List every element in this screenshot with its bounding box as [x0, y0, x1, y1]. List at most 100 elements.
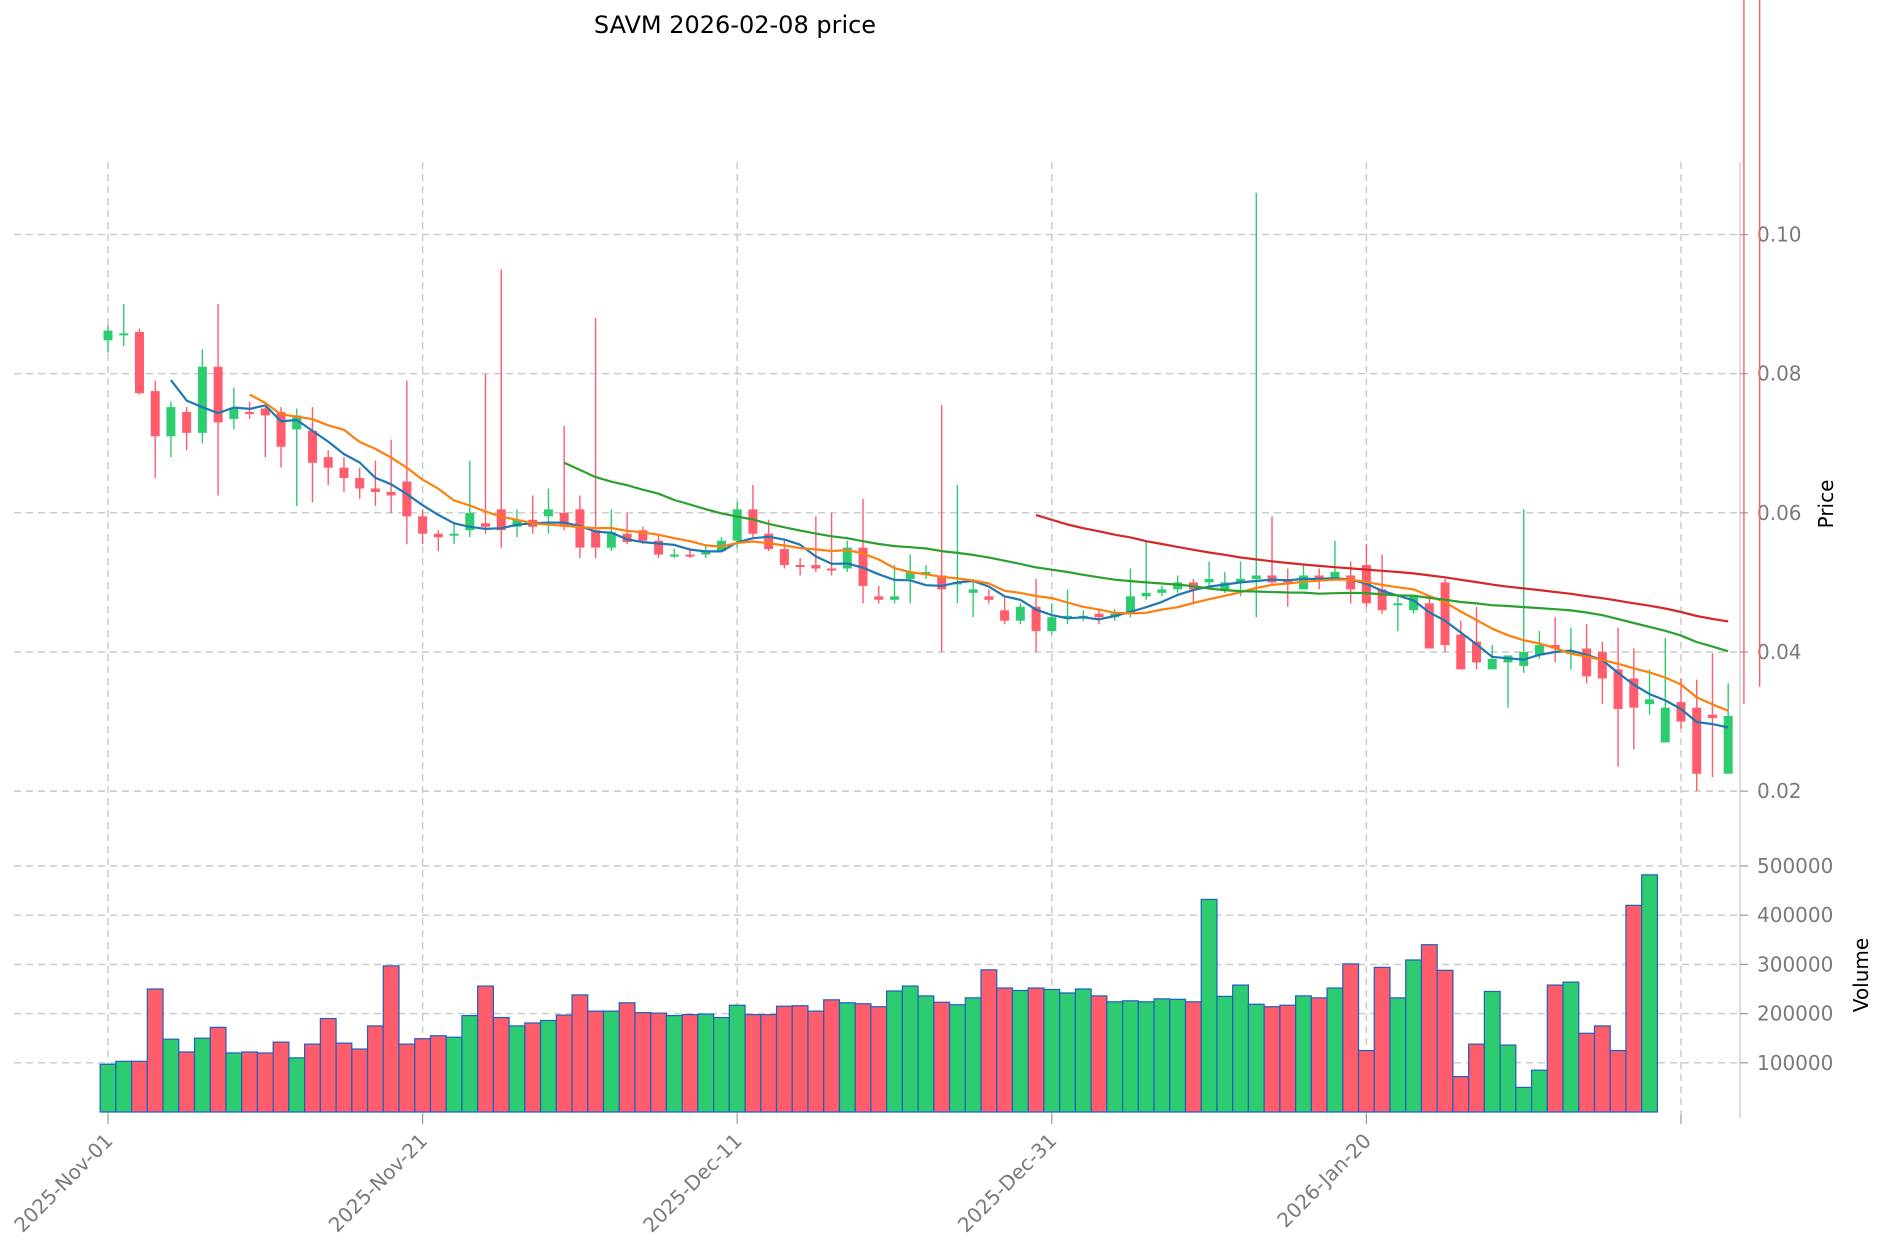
- volume-bar: [382, 965, 400, 1113]
- volume-bar: [1326, 987, 1344, 1113]
- volume-bar: [1483, 990, 1501, 1113]
- candle-body: [1204, 578, 1214, 583]
- candle-body: [1220, 582, 1230, 590]
- volume-bar: [1200, 898, 1218, 1113]
- volume-bar: [980, 969, 998, 1113]
- candle-body: [1173, 582, 1183, 590]
- volume-bar: [697, 1013, 715, 1113]
- volume-bar: [618, 1002, 636, 1113]
- volume-bar: [99, 1063, 117, 1113]
- candle-body: [119, 333, 129, 336]
- x-tick-label: 2025-Dec-31: [953, 1129, 1062, 1238]
- candle-body: [764, 533, 774, 550]
- candle-body: [150, 391, 160, 437]
- candle-body: [276, 411, 286, 447]
- volume-bar: [1625, 904, 1643, 1113]
- candle-body: [1424, 603, 1434, 649]
- volume-bar: [1247, 1003, 1265, 1113]
- candle-body: [890, 596, 899, 600]
- candle-body: [795, 565, 805, 568]
- candle-body: [559, 512, 569, 527]
- volume-bar: [1090, 995, 1108, 1113]
- volume-bar: [681, 1013, 699, 1113]
- volume-bar: [854, 1003, 872, 1113]
- candle-body: [654, 540, 664, 555]
- volume-bar: [1279, 1004, 1297, 1113]
- volume-bar: [1578, 1032, 1596, 1113]
- candle-body: [229, 408, 239, 419]
- volume-bar: [178, 1051, 196, 1113]
- volume-bar: [272, 1041, 290, 1113]
- candle-body: [685, 554, 695, 557]
- candle-body: [1472, 641, 1482, 663]
- candle-body: [1676, 702, 1686, 722]
- candle-body: [339, 467, 349, 479]
- candle-body: [874, 596, 884, 600]
- candle-body: [418, 516, 428, 534]
- volume-bar: [728, 1004, 746, 1113]
- candle-body: [921, 571, 931, 574]
- x-tick-label: 2025-Dec-11: [638, 1129, 747, 1238]
- price-tick-label: 0.06: [1757, 501, 1802, 525]
- candle-body: [213, 366, 223, 423]
- volume-bar: [1184, 1001, 1202, 1113]
- candle-body: [1377, 589, 1387, 611]
- volume-bar: [1593, 1025, 1611, 1113]
- volume-bar: [1074, 988, 1092, 1113]
- moving-average-lines: [170, 379, 1729, 729]
- volume-bar: [571, 994, 589, 1113]
- candle-body: [1456, 634, 1466, 670]
- price-grid: [14, 162, 1740, 1114]
- candle-body: [779, 549, 789, 566]
- candle-body: [1346, 575, 1356, 590]
- volume-bar: [1530, 1069, 1548, 1113]
- volume-bar: [996, 987, 1014, 1113]
- volume-bar: [1137, 1001, 1155, 1113]
- volume-bar: [1342, 963, 1360, 1113]
- volume-bar: [1153, 998, 1171, 1113]
- candle-body: [937, 575, 947, 590]
- volume-bar: [807, 1010, 825, 1113]
- volume-bar: [1499, 1044, 1517, 1113]
- volume-bar: [838, 1002, 856, 1113]
- volume-bar: [1357, 1049, 1375, 1113]
- volume-bar: [209, 1026, 227, 1113]
- candle-body: [732, 509, 742, 541]
- candle-body: [984, 596, 994, 600]
- volume-bar: [304, 1043, 321, 1113]
- candle-body: [386, 491, 396, 496]
- volume-bar: [429, 1035, 447, 1113]
- volume-bar: [492, 1016, 510, 1113]
- volume-axis-label: Volume: [1849, 938, 1873, 1012]
- candle-body: [1314, 575, 1324, 579]
- volume-bar: [366, 1025, 384, 1113]
- volume-bar: [1452, 1075, 1470, 1113]
- x-axis: 2025-Nov-01 2025-Nov-21 2025-Dec-11 2025-De…: [9, 1114, 1682, 1238]
- volume-bar: [1389, 997, 1407, 1113]
- volume-bar: [917, 995, 935, 1113]
- candle-body: [1141, 592, 1151, 597]
- candle-body: [433, 533, 443, 538]
- candle-body: [1330, 571, 1340, 579]
- volume-bar: [1232, 984, 1250, 1113]
- candle-body: [543, 509, 553, 517]
- volume-bar: [602, 1010, 620, 1113]
- candle-body: [1236, 578, 1246, 583]
- volume-tick-label: 500000: [1757, 854, 1833, 878]
- volume-bar: [1121, 1000, 1139, 1113]
- volume-bar: [319, 1017, 337, 1113]
- volume-tick-label: 300000: [1757, 952, 1833, 976]
- candle-body: [1157, 589, 1167, 593]
- candle-body: [669, 554, 679, 557]
- volume-bar: [650, 1012, 668, 1113]
- volume-bar: [1295, 995, 1312, 1113]
- volume-bar: [775, 1005, 793, 1113]
- candle-body: [1707, 714, 1717, 719]
- price-tick-label: 0.08: [1757, 362, 1802, 386]
- volume-bar: [461, 1014, 479, 1113]
- candle-body: [1000, 610, 1010, 621]
- x-tick-label: 2025-Nov-01: [9, 1129, 117, 1237]
- volume-bar: [524, 1022, 542, 1113]
- candle-body: [323, 457, 333, 468]
